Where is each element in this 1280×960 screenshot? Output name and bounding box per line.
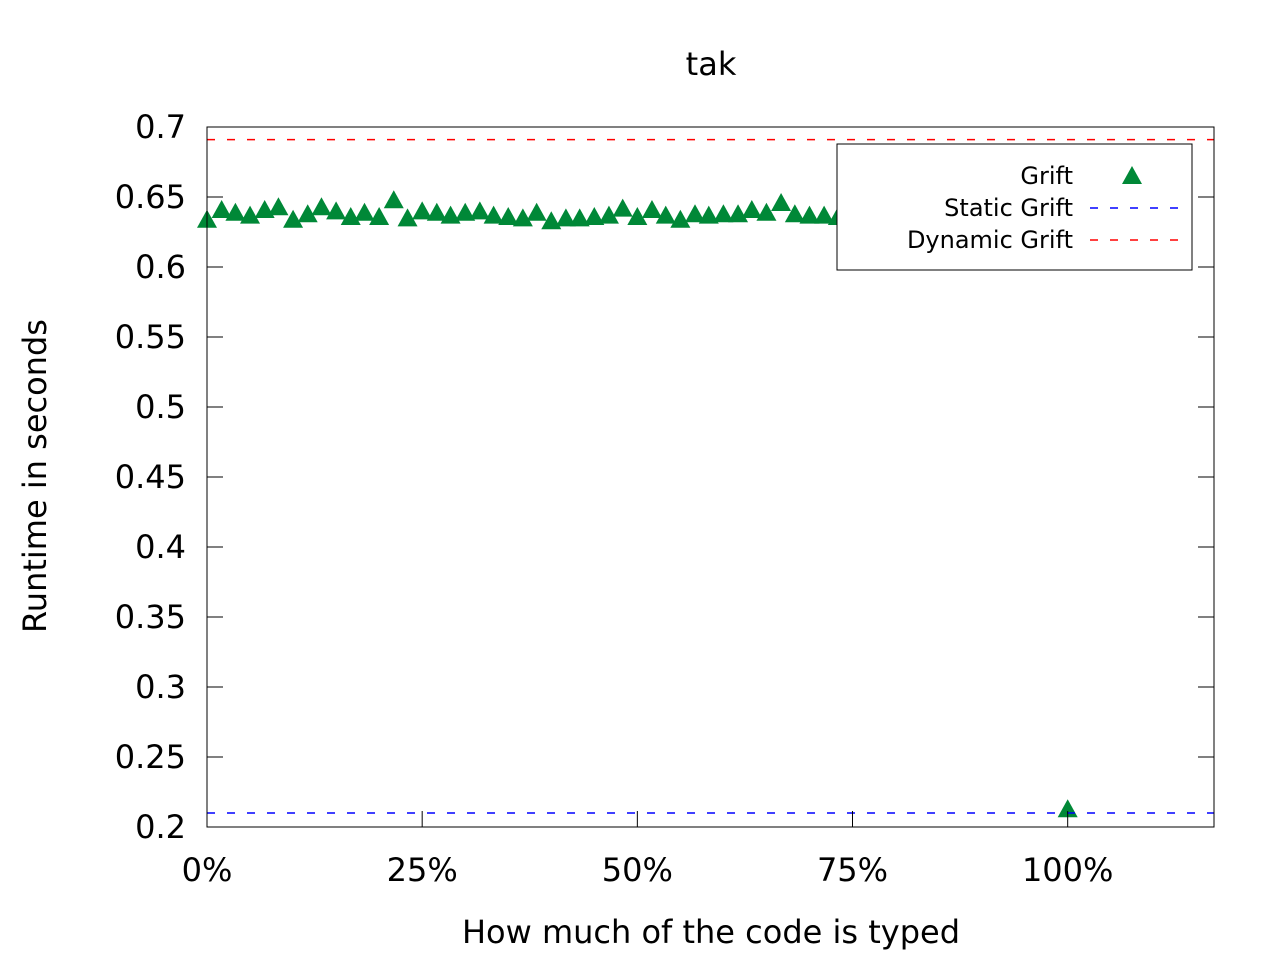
data-point	[641, 200, 662, 218]
data-point	[283, 209, 304, 228]
y-axis-title: Runtime in seconds	[16, 319, 54, 633]
data-point	[512, 208, 533, 227]
data-point	[326, 201, 347, 220]
y-axis: 0.2 0.25 0.3 0.35 0.4 0.45 0.5 0.55 0.6 0.65 0.7	[115, 108, 1214, 846]
x-tick-label: 50%	[602, 851, 673, 889]
data-point	[498, 207, 519, 225]
x-tick-label: 0%	[182, 851, 233, 889]
data-point	[584, 207, 605, 225]
data-point	[426, 202, 447, 221]
plot-frame	[206, 126, 1215, 828]
data-point	[240, 205, 261, 224]
legend-label: Dynamic Grift	[907, 226, 1073, 254]
data-point	[541, 211, 562, 230]
data-point	[254, 200, 275, 218]
y-tick-label: 0.4	[135, 528, 186, 566]
data-point	[784, 204, 805, 223]
data-point	[297, 204, 318, 223]
data-point	[555, 208, 576, 227]
data-point	[311, 197, 332, 216]
data-point	[383, 190, 404, 209]
chart-title: tak	[686, 45, 737, 83]
data-point	[440, 205, 461, 224]
x-tick-label: 75%	[817, 851, 888, 889]
x-axis: 0% 25% 50% 75% 100%	[182, 811, 1113, 889]
data-point	[225, 202, 246, 221]
y-tick-label: 0.65	[115, 178, 186, 216]
data-point	[211, 200, 232, 218]
data-point	[612, 198, 633, 217]
y-tick-label: 0.7	[135, 108, 186, 146]
data-point	[655, 205, 676, 224]
data-point	[698, 205, 719, 224]
data-point	[771, 193, 792, 211]
y-tick-label: 0.35	[115, 598, 186, 636]
data-point	[685, 204, 706, 223]
legend-label: Grift	[1020, 162, 1073, 190]
data-point	[268, 197, 289, 216]
data-point	[814, 205, 835, 224]
data-point	[741, 200, 762, 218]
x-tick-label: 25%	[387, 851, 458, 889]
data-point	[397, 208, 418, 227]
legend-box	[836, 143, 1193, 271]
y-tick-label: 0.3	[135, 668, 186, 706]
y-tick-label: 0.2	[135, 808, 186, 846]
data-point	[354, 202, 375, 221]
y-tick-label: 0.6	[135, 248, 186, 286]
data-point	[469, 201, 490, 220]
data-point	[756, 202, 777, 221]
data-point	[670, 209, 691, 228]
legend-label: Static Grift	[944, 194, 1073, 222]
x-tick-label: 100%	[1022, 851, 1113, 889]
data-point	[799, 205, 820, 224]
data-point	[369, 207, 390, 225]
y-tick-label: 0.5	[135, 388, 186, 426]
data-point	[526, 202, 547, 221]
y-tick-label: 0.55	[115, 318, 186, 356]
y-tick-label: 0.25	[115, 738, 186, 776]
y-tick-label: 0.45	[115, 458, 186, 496]
x-axis-title: How much of the code is typed	[462, 913, 960, 951]
legend-swatch	[1122, 166, 1142, 184]
data-point	[713, 204, 734, 223]
legend: Grift Static Grift Dynamic Grift	[836, 143, 1193, 271]
plot-area	[197, 138, 1214, 818]
data-point	[412, 201, 433, 220]
data-point	[455, 202, 476, 221]
data-point	[627, 207, 648, 225]
data-point	[483, 205, 504, 224]
data-point	[598, 205, 619, 224]
data-point	[569, 208, 590, 227]
